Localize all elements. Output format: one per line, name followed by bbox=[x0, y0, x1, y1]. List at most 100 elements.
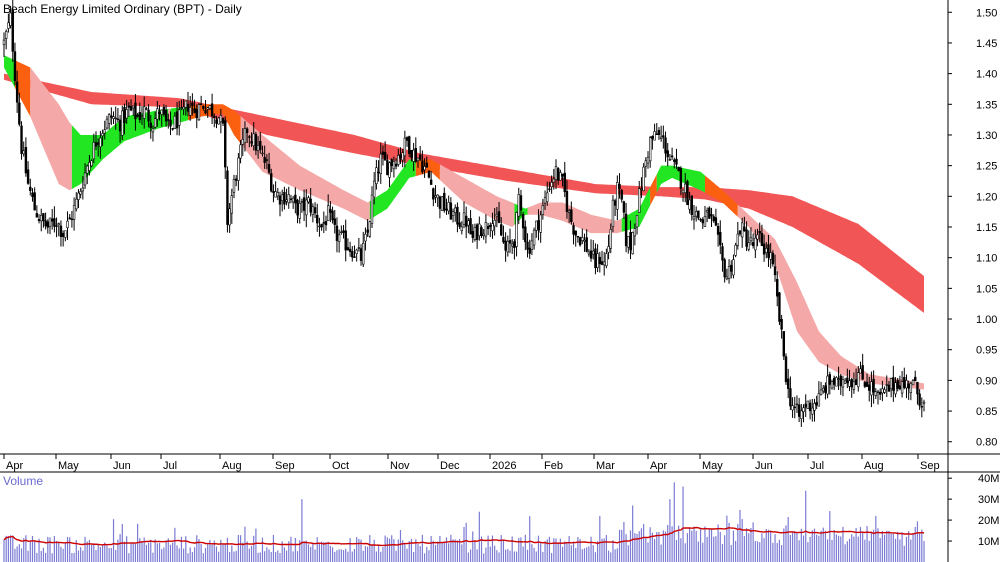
volume-bar bbox=[255, 528, 257, 562]
volume-bar bbox=[410, 538, 413, 562]
volume-bar bbox=[305, 540, 307, 562]
candle-body bbox=[250, 141, 253, 144]
candle-body bbox=[15, 81, 19, 103]
volume-bar bbox=[507, 549, 509, 562]
volume-bar bbox=[430, 535, 432, 562]
candle-body bbox=[699, 219, 702, 221]
candle-body bbox=[110, 115, 113, 118]
volume-bar bbox=[290, 536, 292, 562]
volume-bar bbox=[750, 527, 752, 562]
candle-body bbox=[414, 148, 418, 162]
volume-bar bbox=[49, 537, 51, 562]
candle-body bbox=[440, 196, 444, 211]
candle-body bbox=[526, 241, 529, 250]
volume-bar bbox=[86, 541, 88, 562]
volume-bar bbox=[342, 550, 345, 562]
short-term-band-segment bbox=[621, 187, 651, 232]
candle-body bbox=[72, 205, 76, 220]
volume-bar bbox=[128, 553, 130, 562]
candle-body bbox=[843, 380, 847, 384]
volume-bar bbox=[169, 544, 172, 562]
candle-body bbox=[690, 195, 694, 215]
volume-bar bbox=[480, 536, 483, 562]
volume-bar bbox=[388, 538, 391, 562]
candle-body bbox=[9, 12, 12, 26]
volume-bar bbox=[445, 537, 448, 562]
volume-bar bbox=[345, 548, 347, 562]
candle-body bbox=[885, 384, 888, 386]
candle-body bbox=[127, 105, 131, 108]
candle-body bbox=[780, 319, 783, 330]
candle-body bbox=[228, 208, 231, 226]
volume-tick-label: 30M bbox=[978, 494, 999, 506]
volume-bar bbox=[632, 505, 634, 562]
volume-bar bbox=[419, 546, 421, 562]
volume-bar bbox=[873, 529, 875, 562]
candle-body bbox=[456, 206, 459, 225]
candle-body bbox=[679, 167, 683, 189]
candle-body bbox=[719, 231, 722, 246]
candle-body bbox=[362, 242, 365, 265]
volume-bar bbox=[833, 529, 835, 562]
candle-body bbox=[776, 278, 779, 297]
volume-bar bbox=[358, 538, 360, 562]
volume-bar bbox=[678, 525, 680, 562]
volume-bar bbox=[443, 541, 445, 562]
candle-body bbox=[2, 39, 6, 46]
candle-body bbox=[88, 162, 91, 171]
candle-body bbox=[909, 383, 913, 394]
short-term-ema-band bbox=[4, 55, 924, 390]
candle-body bbox=[808, 402, 812, 412]
volume-bar bbox=[375, 551, 377, 562]
candle-body bbox=[475, 224, 479, 240]
volume-bar bbox=[759, 542, 761, 562]
volume-bar bbox=[820, 530, 822, 562]
volume-bar bbox=[472, 531, 474, 562]
volume-bar bbox=[752, 522, 754, 562]
candle-body bbox=[662, 135, 665, 138]
candle-body bbox=[819, 389, 823, 395]
candle-body bbox=[535, 220, 538, 231]
candle-body bbox=[451, 211, 455, 216]
volume-bar bbox=[597, 541, 599, 562]
candle-body bbox=[846, 377, 849, 384]
price-tick-label: 1.30 bbox=[976, 130, 997, 142]
volume-bar bbox=[789, 535, 791, 562]
candle-body bbox=[734, 244, 737, 256]
candle-body bbox=[493, 219, 496, 227]
candle-body bbox=[210, 103, 214, 117]
long-term-band-area bbox=[4, 73, 924, 313]
volume-bar bbox=[603, 538, 605, 562]
volume-bar bbox=[231, 545, 233, 562]
volume-bar bbox=[303, 541, 305, 562]
candle-body bbox=[712, 216, 715, 222]
short-term-band-segment bbox=[71, 108, 169, 189]
volume-bar bbox=[261, 537, 264, 562]
volume-bar bbox=[16, 546, 18, 562]
volume-bar bbox=[351, 551, 353, 562]
volume-bar bbox=[73, 552, 75, 562]
candle-body bbox=[445, 208, 448, 211]
candle-body bbox=[256, 144, 260, 151]
volume-bar bbox=[461, 544, 463, 562]
volume-bar bbox=[693, 526, 695, 562]
candle-body bbox=[79, 191, 82, 195]
volume-bar bbox=[222, 543, 224, 562]
candle-body bbox=[449, 202, 453, 220]
candle-body bbox=[267, 164, 271, 173]
candle-body bbox=[756, 234, 759, 240]
volume-bar bbox=[84, 536, 86, 562]
candle-body bbox=[432, 188, 435, 200]
volume-bar bbox=[489, 546, 491, 562]
volume-bar bbox=[187, 553, 189, 562]
date-tick-label: Nov bbox=[390, 460, 410, 472]
volume-bar bbox=[174, 527, 176, 562]
candle-body bbox=[554, 166, 558, 180]
volume-bar bbox=[301, 499, 303, 562]
candle-body bbox=[191, 102, 194, 107]
candle-body bbox=[848, 380, 851, 387]
candle-body bbox=[611, 199, 615, 228]
candle-body bbox=[77, 192, 80, 200]
volume-bar bbox=[610, 552, 612, 562]
volume-bar bbox=[93, 543, 95, 562]
